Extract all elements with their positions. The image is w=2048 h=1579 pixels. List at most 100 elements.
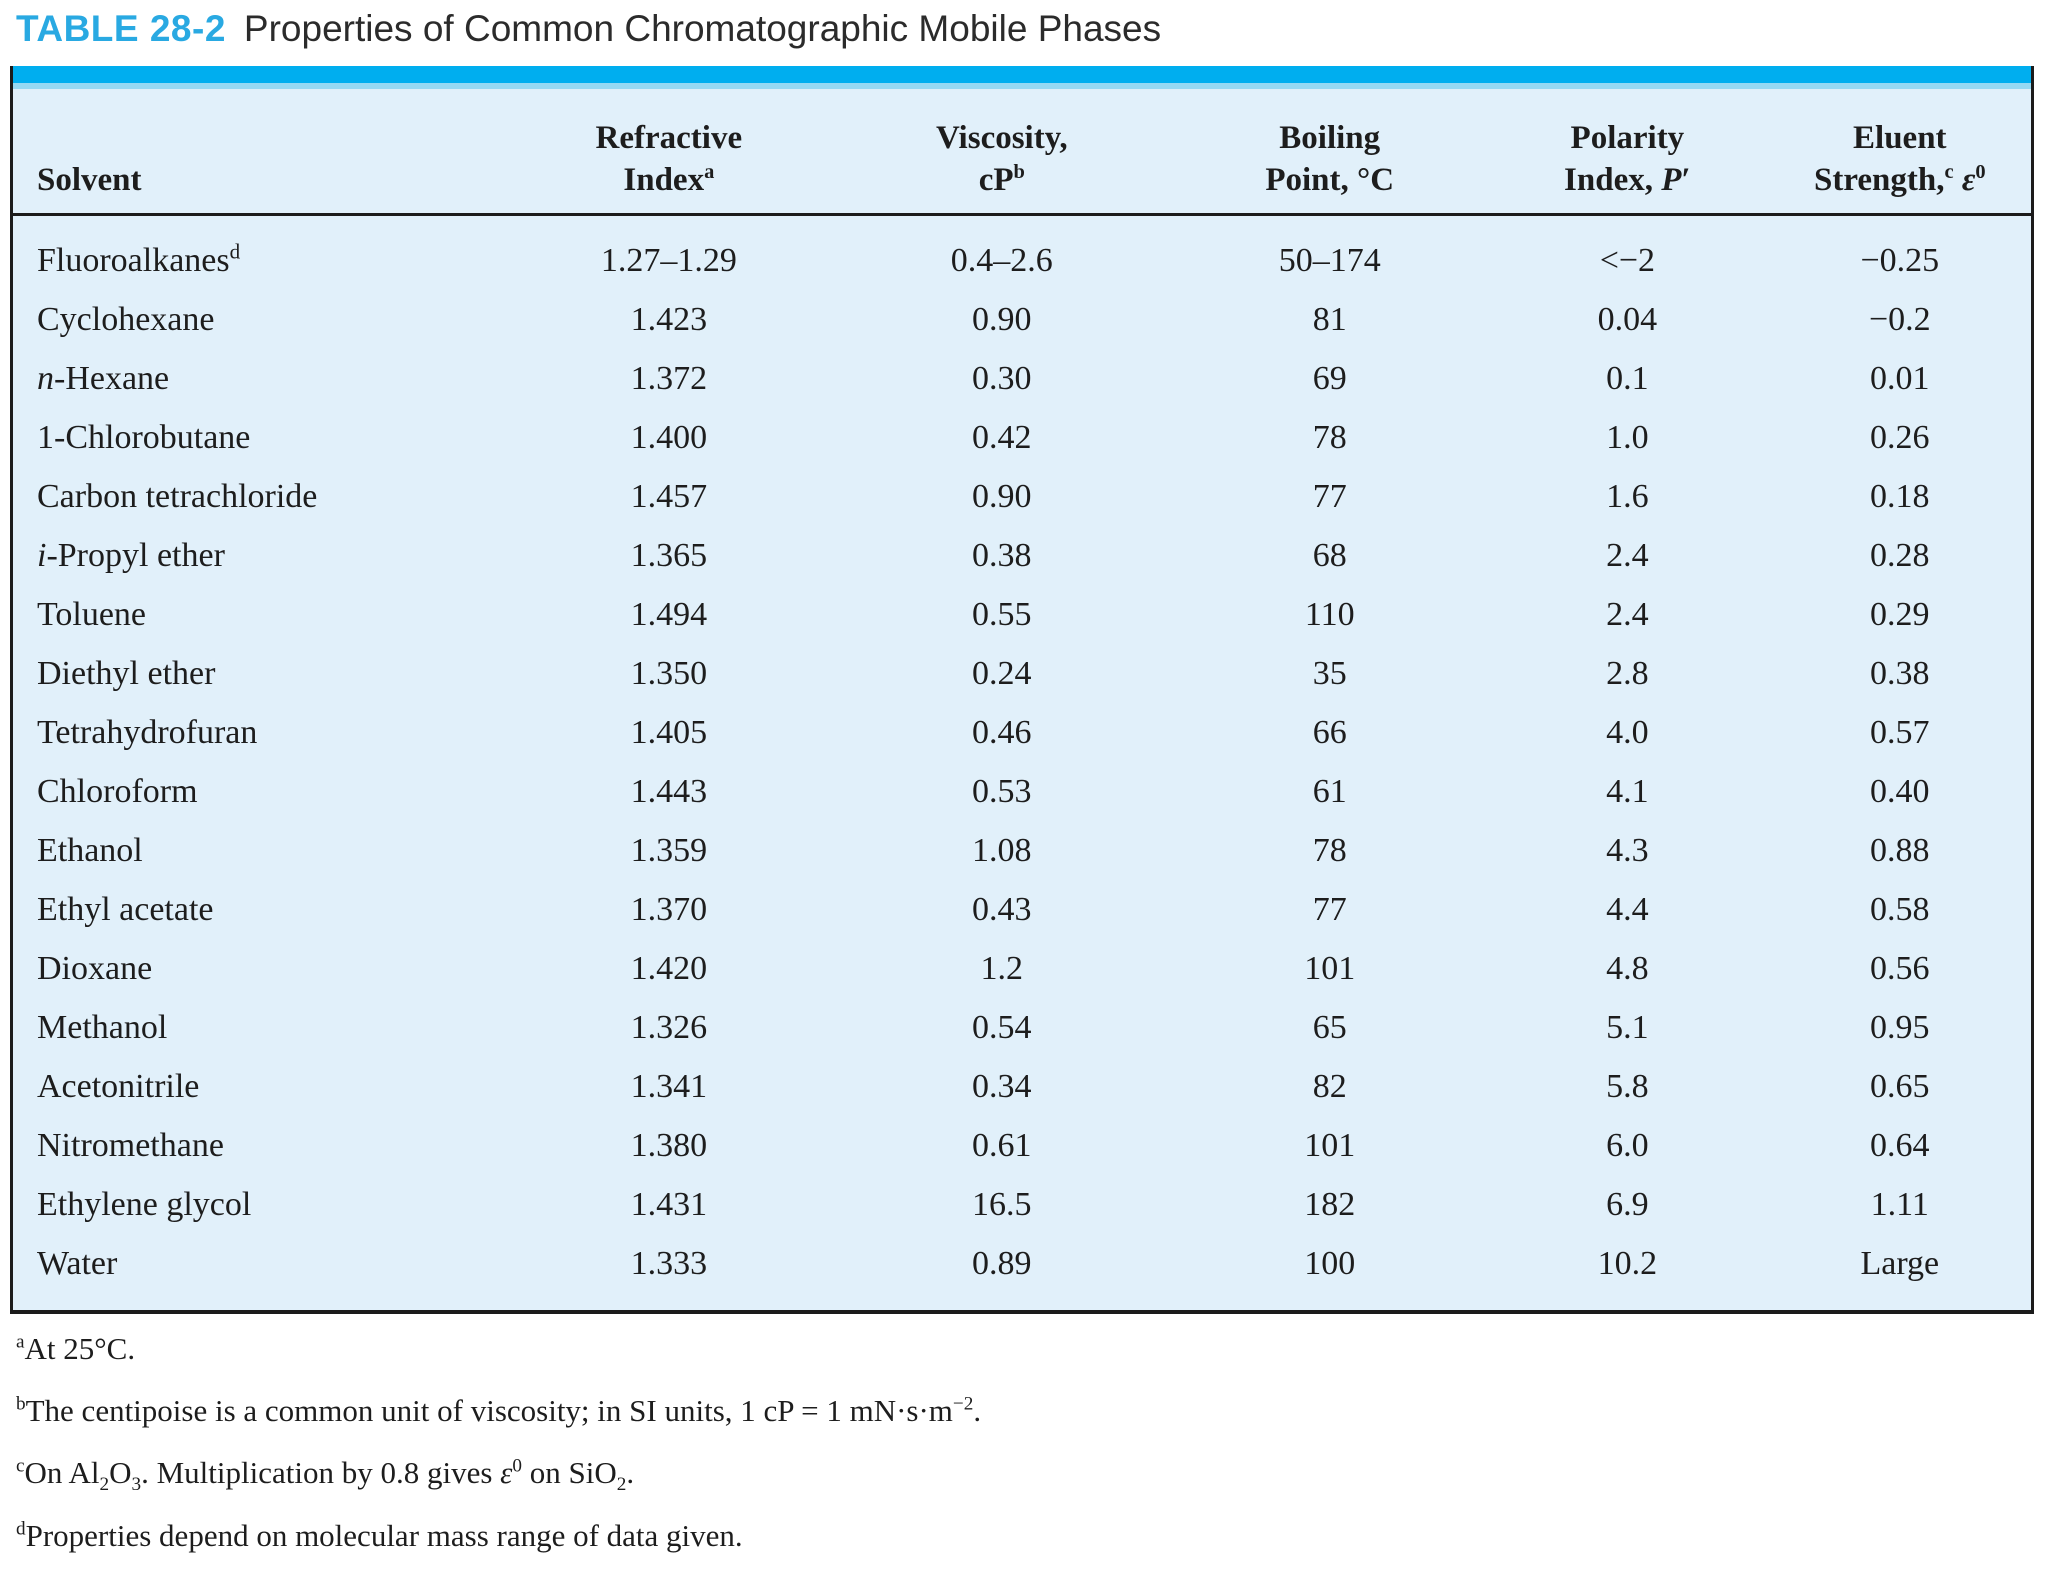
value-boiling-point: 77 <box>1312 890 1347 928</box>
solvent-name: Fluoroalkanesd <box>37 239 241 279</box>
value-eluent-strength: 0.65 <box>1870 1067 1930 1105</box>
value-polarity-index: 4.3 <box>1606 831 1649 869</box>
value-refractive-index: 1.443 <box>630 772 708 810</box>
value-eluent-strength: 0.88 <box>1870 831 1930 869</box>
value-viscosity: 0.30 <box>972 359 1032 397</box>
table-row: Ethylene glycol 1.431 16.5 182 6.9 1.11 <box>13 1175 2031 1234</box>
table-row: Carbon tetrachloride 1.457 0.90 77 1.6 0.18 <box>13 467 2031 526</box>
value-refractive-index: 1.370 <box>630 890 708 928</box>
value-boiling-point: 110 <box>1304 595 1355 633</box>
value-viscosity: 16.5 <box>972 1185 1032 1223</box>
value-polarity-index: 6.0 <box>1606 1126 1649 1164</box>
value-viscosity: 0.43 <box>972 890 1032 928</box>
column-header-refractive-index: Refractive Indexa <box>595 119 743 198</box>
solvent-name: Nitromethane <box>37 1126 224 1164</box>
solvent-name: Ethyl acetate <box>37 890 214 928</box>
table-row: Toluene 1.494 0.55 110 2.4 0.29 <box>13 585 2031 644</box>
table-row: 1-Chlorobutane 1.400 0.42 78 1.0 0.26 <box>13 408 2031 467</box>
value-refractive-index: 1.420 <box>630 949 708 987</box>
value-viscosity: 0.24 <box>972 654 1032 692</box>
value-refractive-index: 1.457 <box>630 477 708 515</box>
value-refractive-index: 1.27–1.29 <box>600 241 737 279</box>
table-body: Fluoroalkanesd 1.27–1.29 0.4–2.6 50–174 <−2 −… <box>13 216 2031 1293</box>
table-row: Diethyl ether 1.350 0.24 35 2.8 0.38 <box>13 644 2031 703</box>
table-header-row: Solvent Refractive Indexa Viscosity, cPb Boil… <box>13 89 2031 216</box>
value-refractive-index: 1.372 <box>630 359 708 397</box>
solvent-name: i-Propyl ether <box>37 536 225 574</box>
column-header-polarity-index: Polarity Index, P′ <box>1564 119 1691 198</box>
textbook-page: TABLE 28-2 Properties of Common Chromatog… <box>10 8 2034 1553</box>
value-eluent-strength: 1.11 <box>1870 1185 1929 1223</box>
value-refractive-index: 1.400 <box>630 418 708 456</box>
value-eluent-strength: 0.58 <box>1870 890 1930 928</box>
value-boiling-point: 101 <box>1304 1126 1356 1164</box>
value-boiling-point: 61 <box>1312 772 1347 810</box>
value-viscosity: 0.53 <box>972 772 1032 810</box>
table-row: Water 1.333 0.89 100 10.2 Large <box>13 1234 2031 1293</box>
value-boiling-point: 68 <box>1312 536 1347 574</box>
table-row: n-Hexane 1.372 0.30 69 0.1 0.01 <box>13 349 2031 408</box>
value-boiling-point: 182 <box>1304 1185 1356 1223</box>
value-viscosity: 0.89 <box>972 1244 1032 1282</box>
value-eluent-strength: 0.64 <box>1870 1126 1930 1164</box>
value-refractive-index: 1.326 <box>630 1008 708 1046</box>
value-refractive-index: 1.380 <box>630 1126 708 1164</box>
table-number: TABLE 28-2 <box>16 8 226 49</box>
solvent-name: Diethyl ether <box>37 654 216 692</box>
value-viscosity: 0.42 <box>972 418 1032 456</box>
value-refractive-index: 1.333 <box>630 1244 708 1282</box>
value-eluent-strength: 0.57 <box>1870 713 1930 751</box>
value-refractive-index: 1.405 <box>630 713 708 751</box>
value-boiling-point: 78 <box>1312 831 1347 869</box>
table-top-strip <box>13 83 2031 89</box>
value-eluent-strength: 0.29 <box>1870 595 1930 633</box>
value-viscosity: 0.90 <box>972 477 1032 515</box>
value-boiling-point: 82 <box>1312 1067 1347 1105</box>
value-polarity-index: <−2 <box>1599 241 1656 279</box>
solvent-name: Carbon tetrachloride <box>37 477 318 515</box>
table-row: Tetrahydrofuran 1.405 0.46 66 4.0 0.57 <box>13 703 2031 762</box>
value-refractive-index: 1.359 <box>630 831 708 869</box>
value-eluent-strength: Large <box>1860 1244 1940 1282</box>
value-eluent-strength: −0.25 <box>1860 241 1940 279</box>
table-caption: TABLE 28-2 Properties of Common Chromatog… <box>16 8 1161 50</box>
page-title: Properties of Common Chromatographic Mob… <box>243 8 1162 49</box>
value-viscosity: 0.4–2.6 <box>950 241 1053 279</box>
value-viscosity: 0.38 <box>972 536 1032 574</box>
value-refractive-index: 1.350 <box>630 654 708 692</box>
solvent-name: Tetrahydrofuran <box>37 713 258 751</box>
value-refractive-index: 1.423 <box>630 300 708 338</box>
column-header-boiling-point: Boiling Point, °C <box>1265 119 1395 198</box>
solvent-name: Ethanol <box>37 831 143 869</box>
value-polarity-index: 4.0 <box>1606 713 1649 751</box>
value-boiling-point: 81 <box>1312 300 1347 338</box>
value-boiling-point: 69 <box>1312 359 1347 397</box>
value-viscosity: 0.54 <box>972 1008 1032 1046</box>
value-eluent-strength: 0.18 <box>1870 477 1930 515</box>
value-polarity-index: 4.1 <box>1606 772 1649 810</box>
value-polarity-index: 1.0 <box>1606 418 1649 456</box>
value-boiling-point: 66 <box>1312 713 1347 751</box>
footnotes: aAt 25°C. bThe centipoise is a common uni… <box>16 1330 981 1579</box>
solvent-name: Ethylene glycol <box>37 1185 252 1223</box>
footnote-d: dProperties depend on molecular mass ran… <box>16 1517 743 1553</box>
value-polarity-index: 0.04 <box>1597 300 1658 338</box>
value-eluent-strength: 0.95 <box>1870 1008 1930 1046</box>
value-boiling-point: 101 <box>1304 949 1356 987</box>
solvent-name: Acetonitrile <box>37 1067 200 1105</box>
value-polarity-index: 2.4 <box>1606 536 1649 574</box>
table-row: Nitromethane 1.380 0.61 101 6.0 0.64 <box>13 1116 2031 1175</box>
value-polarity-index: 2.4 <box>1606 595 1649 633</box>
table-row: Fluoroalkanesd 1.27–1.29 0.4–2.6 50–174 <−2 −… <box>13 231 2031 290</box>
table-row: Chloroform 1.443 0.53 61 4.1 0.40 <box>13 762 2031 821</box>
table-row: Acetonitrile 1.341 0.34 82 5.8 0.65 <box>13 1057 2031 1116</box>
column-header-eluent-strength: Eluent Strength,c ε0 <box>1813 119 1986 198</box>
footnote-a: aAt 25°C. <box>16 1331 136 1366</box>
table-row: Ethanol 1.359 1.08 78 4.3 0.88 <box>13 821 2031 880</box>
value-refractive-index: 1.494 <box>630 595 708 633</box>
solvent-name: Dioxane <box>37 949 153 987</box>
column-header-viscosity: Viscosity, cPb <box>935 119 1068 198</box>
value-eluent-strength: 0.28 <box>1870 536 1930 574</box>
value-eluent-strength: 0.38 <box>1870 654 1930 692</box>
value-boiling-point: 100 <box>1304 1244 1356 1282</box>
